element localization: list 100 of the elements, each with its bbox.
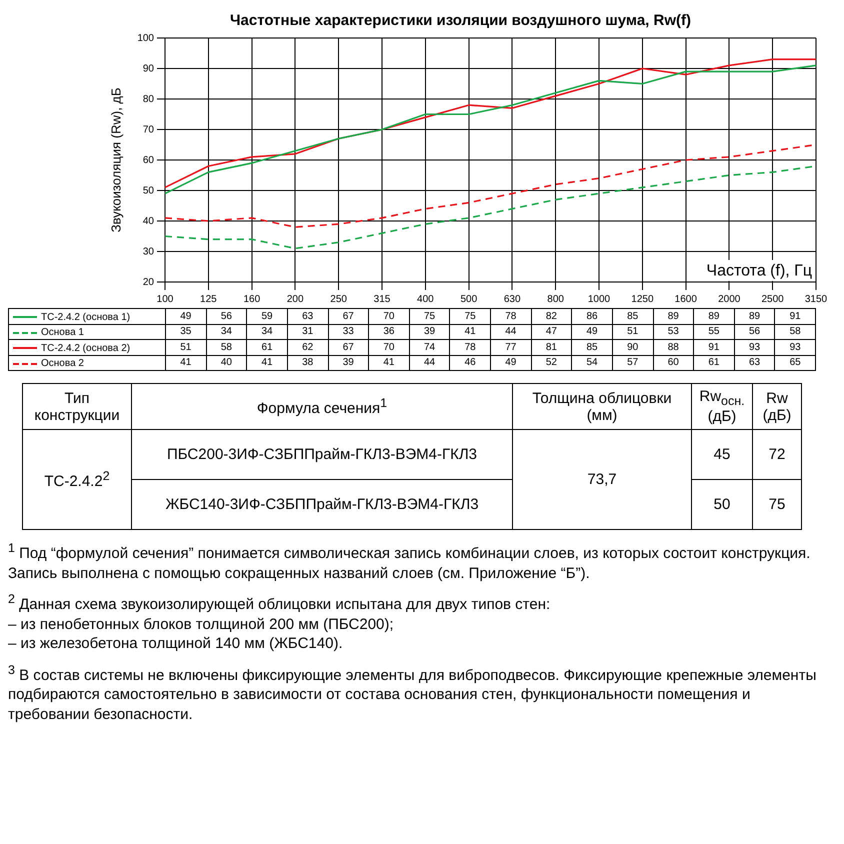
data-label: 46	[450, 355, 490, 370]
data-label: 58	[774, 324, 816, 340]
data-label: 34	[246, 324, 288, 340]
data-label: 81	[531, 340, 572, 355]
data-label: 63	[734, 355, 775, 370]
data-label: 56	[206, 308, 247, 324]
text: Тип конструкции	[34, 390, 120, 424]
data-label: 75	[409, 308, 450, 324]
x-tick-label: 125	[200, 294, 218, 305]
y-tick-label: 50	[142, 185, 154, 196]
data-label: 34	[206, 324, 247, 340]
data-label: 78	[490, 308, 532, 324]
x-tick-label: 1600	[674, 294, 698, 305]
text: ПБС200-3ИФ-СЗБППрайм-ГКЛ3-ВЭМ4-ГКЛ3	[166, 446, 478, 463]
legend-label: ТС-2.4.2 (основа 1)	[41, 312, 130, 322]
text: 45	[714, 446, 730, 463]
data-label: 78	[450, 340, 490, 355]
data-label: 54	[572, 355, 612, 370]
data-label: 41	[450, 324, 490, 340]
x-tick-label: 630	[504, 294, 521, 305]
data-label: 93	[774, 340, 816, 355]
data-label: 70	[368, 308, 410, 324]
data-label: 39	[328, 355, 369, 370]
data-label: 89	[694, 308, 734, 324]
data-label: 90	[612, 340, 653, 355]
text: 50	[714, 496, 730, 513]
data-label: 59	[246, 308, 288, 324]
data-label: 57	[612, 355, 653, 370]
x-tick-label: 800	[547, 294, 564, 305]
data-label: 41	[166, 355, 206, 370]
data-label: 51	[166, 340, 206, 355]
x-tick-label: 3150	[804, 294, 828, 305]
data-label: 70	[368, 340, 410, 355]
chart-title: Частотные характеристики изоляции воздушного шума, Rw(f)	[230, 12, 691, 30]
data-label: 61	[694, 355, 734, 370]
data-label: 41	[246, 355, 288, 370]
data-label: 91	[774, 308, 816, 324]
data-label: 82	[531, 308, 572, 324]
text: $^{2}$ Данная схема звукоизолирующей облицовки испытана для двух типов стен: – из пенобетонных блоков толщиной 200 мм (ПБС200); – из железобетона толщиной 140 мм (ЖБС140).	[8, 591, 552, 654]
text: Rw (дБ)	[762, 390, 792, 424]
x-axis-title: Частота (f), Гц	[706, 262, 812, 280]
data-label: 91	[694, 340, 734, 355]
x-tick-label: 1000	[588, 294, 611, 305]
legend-label: ТС-2.4.2 (основа 2)	[41, 342, 130, 354]
data-label: 85	[612, 308, 653, 324]
x-tick-label: 250	[330, 294, 348, 305]
data-label: 44	[409, 355, 450, 370]
x-tick-label: 160	[243, 294, 261, 305]
data-label: 89	[653, 308, 694, 324]
x-tick-label: 2000	[718, 294, 741, 305]
x-tick-label: 2500	[761, 294, 784, 305]
data-label: 61	[246, 340, 288, 355]
data-label: 60	[653, 355, 694, 370]
x-tick-label: 1250	[631, 294, 654, 305]
text: ЖБС140-3ИФ-СЗБППрайм-ГКЛ3-ВЭМ4-ГКЛ3	[165, 496, 479, 513]
data-label: 52	[531, 355, 572, 370]
data-label: 63	[287, 308, 328, 324]
data-label: 39	[409, 324, 450, 340]
data-label: 67	[328, 340, 369, 355]
x-tick-label: 500	[460, 294, 478, 305]
data-label: 51	[612, 324, 653, 340]
data-label: 75	[450, 308, 490, 324]
data-label: 65	[774, 355, 816, 370]
data-label: 93	[734, 340, 775, 355]
x-tick-label: 100	[156, 294, 174, 305]
text: 73,7	[587, 471, 617, 488]
data-label: 49	[490, 355, 532, 370]
data-label: 33	[328, 324, 369, 340]
text: Формула сечения$^{1}$	[256, 396, 388, 417]
text: $^{3}$ В состав системы не включены фиксирующие элементы для виброподвесов. Фиксирующие крепежные элементы подбираются самостоятельно в зависимости от состава основания стен, функциональности помещения и требовании безопасности.	[8, 662, 818, 724]
data-label: 62	[287, 340, 328, 355]
data-label: 89	[734, 308, 775, 324]
data-label: 74	[409, 340, 450, 355]
x-tick-label: 200	[286, 294, 304, 305]
data-label: 88	[653, 340, 694, 355]
text: 75	[768, 496, 786, 513]
x-tick-label: 400	[417, 294, 434, 305]
y-tick-label: 40	[142, 216, 154, 227]
data-label: 49	[572, 324, 612, 340]
y-tick-label: 20	[142, 276, 154, 288]
data-label: 58	[206, 340, 247, 355]
data-label: 55	[694, 324, 734, 340]
text: Толщина облицовки (мм)	[532, 390, 672, 424]
data-label: 85	[572, 340, 612, 355]
data-label: 47	[531, 324, 572, 340]
data-label: 38	[287, 355, 328, 370]
data-label: 41	[368, 355, 410, 370]
text: $^{1}$ Под “формулой сечения” понимается символическая запись комбинации слоев, из которых состоит конструкция. Запись выполнена с помощью сокращенных названий слоев (см. Приложение “Б”).	[8, 540, 812, 583]
y-axis-title: Звукоизоляция (Rw), дБ	[108, 88, 124, 232]
data-label: 53	[653, 324, 694, 340]
y-tick-label: 60	[142, 154, 154, 166]
data-label: 36	[368, 324, 410, 340]
data-label: 67	[328, 308, 369, 324]
y-tick-label: 30	[142, 246, 154, 258]
text: ТС-2.4.2$^{2}$	[44, 469, 110, 490]
y-tick-label: 100	[137, 32, 154, 44]
y-tick-label: 70	[142, 124, 154, 136]
data-label: 35	[166, 324, 206, 340]
data-label: 86	[572, 308, 612, 324]
data-label: 49	[166, 308, 206, 324]
